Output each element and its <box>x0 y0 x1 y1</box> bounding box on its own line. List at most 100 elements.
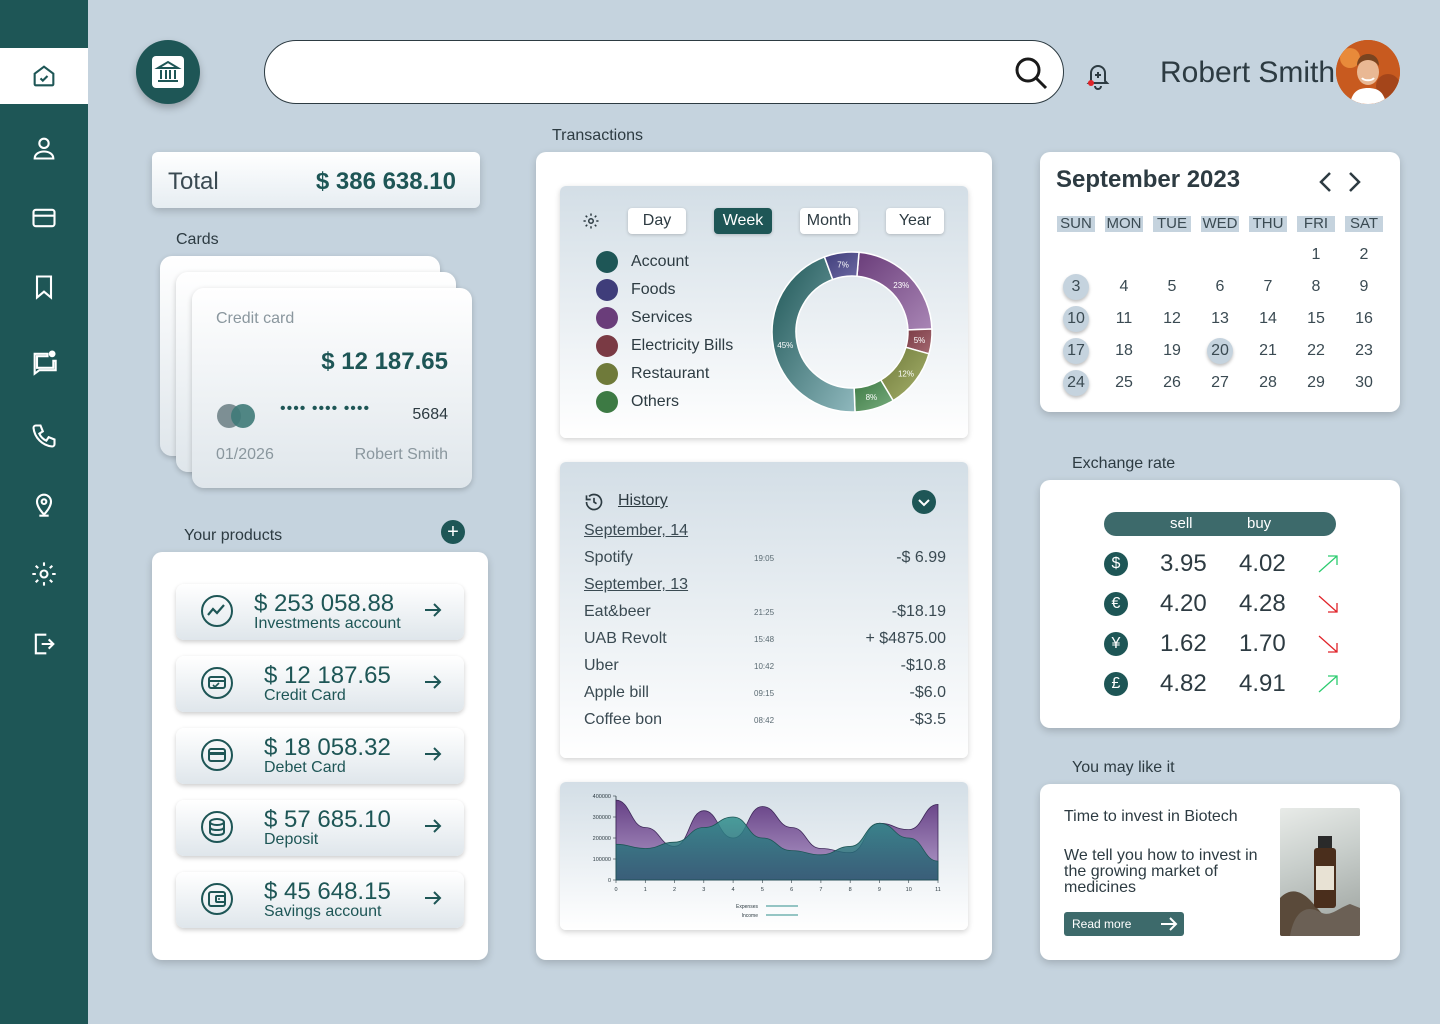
weekday-sun: SUN <box>1057 216 1095 232</box>
exchange-row: $3.95 4.02 <box>1040 548 1400 580</box>
product-item[interactable]: $ 57 685.10 Deposit <box>176 800 464 856</box>
calendar-day[interactable]: 23 <box>1355 342 1373 359</box>
card-expiry: 01/2026 <box>216 446 274 463</box>
calendar-day[interactable]: 1 <box>1311 246 1321 263</box>
calendar-day[interactable]: 20 <box>1207 338 1233 364</box>
calendar-day[interactable]: 16 <box>1355 310 1373 327</box>
card-holder: Robert Smith <box>354 446 448 463</box>
product-item[interactable]: $ 12 187.65 Credit Card <box>176 656 464 712</box>
sidebar-item-settings[interactable] <box>0 546 88 602</box>
y-tick-label: 100000 <box>593 857 611 863</box>
transaction-amount: + $4875.00 <box>865 630 946 647</box>
calendar-day[interactable]: 15 <box>1307 310 1325 327</box>
search-bar[interactable] <box>264 40 1064 104</box>
settings-icon[interactable] <box>582 212 600 230</box>
calendar-day[interactable]: 26 <box>1163 374 1181 391</box>
sidebar-item-phone[interactable] <box>0 408 88 464</box>
calendar-day[interactable]: 7 <box>1263 278 1273 295</box>
sidebar-item-cards[interactable] <box>0 190 88 246</box>
calendar-day[interactable]: 12 <box>1163 310 1181 327</box>
notification-bell-icon[interactable] <box>1084 60 1112 90</box>
search-icon[interactable] <box>1013 55 1049 91</box>
calendar-day[interactable]: 22 <box>1307 342 1325 359</box>
arrow-right-icon[interactable] <box>424 745 442 763</box>
donut-label: 8% <box>866 393 878 402</box>
calendar-day[interactable]: 30 <box>1355 374 1373 391</box>
read-more-label: Read more <box>1072 917 1132 931</box>
transaction-name[interactable]: Coffee bon <box>584 711 662 728</box>
product-name: Investments account <box>254 615 401 632</box>
transaction-name[interactable]: Spotify <box>584 549 633 566</box>
arrow-right-icon[interactable] <box>424 673 442 691</box>
tab-year[interactable]: Year <box>886 208 944 234</box>
weekday-tue: TUE <box>1153 216 1191 232</box>
sidebar-item-location[interactable] <box>0 476 88 532</box>
donut-slice <box>771 255 856 413</box>
user-icon <box>33 137 55 160</box>
transaction-time: 08:42 <box>754 716 775 725</box>
product-item[interactable]: $ 18 058.32 Debet Card <box>176 728 464 784</box>
read-more-button[interactable]: Read more <box>1064 912 1184 936</box>
chevron-right-icon[interactable] <box>1344 170 1364 194</box>
total-value: $ 386 638.10 <box>315 168 456 195</box>
avatar[interactable] <box>1336 40 1400 104</box>
calendar-day[interactable]: 29 <box>1307 374 1325 391</box>
transaction-name[interactable]: Uber <box>584 657 619 674</box>
transaction-name[interactable]: Eat&beer <box>584 603 651 620</box>
message-icon <box>33 350 57 376</box>
sidebar-item-home[interactable] <box>0 48 88 104</box>
calendar-day[interactable]: 14 <box>1259 310 1277 327</box>
credit-card[interactable]: Credit card $ 12 187.65 •••• •••• •••• 5… <box>192 288 472 488</box>
calendar-day[interactable]: 25 <box>1115 374 1133 391</box>
buy-rate: 1.70 <box>1239 630 1286 657</box>
calendar-day[interactable]: 21 <box>1259 342 1277 359</box>
calendar-day[interactable]: 28 <box>1259 374 1277 391</box>
legend-swatch <box>596 391 618 413</box>
calendar-day[interactable]: 9 <box>1359 278 1369 295</box>
sidebar-item-messages[interactable] <box>0 334 88 390</box>
arrow-right-icon[interactable] <box>424 601 442 619</box>
calendar-day[interactable]: 13 <box>1211 310 1229 327</box>
calendar-day[interactable]: 11 <box>1115 310 1133 327</box>
calendar-day[interactable]: 5 <box>1167 278 1177 295</box>
promo-text: We tell you how to invest in the growing… <box>1064 847 1258 896</box>
bank-logo-button[interactable] <box>136 40 200 104</box>
legend-item: Services <box>596 306 692 330</box>
calendar-day[interactable]: 24 <box>1063 370 1089 396</box>
tab-month[interactable]: Month <box>800 208 858 234</box>
product-amount: $ 57 685.10 <box>264 806 391 833</box>
calendar-day[interactable]: 4 <box>1119 278 1129 295</box>
sidebar-item-profile[interactable] <box>0 120 88 176</box>
chevron-left-icon[interactable] <box>1316 170 1336 194</box>
search-input[interactable] <box>289 53 1009 93</box>
calendar-day[interactable]: 18 <box>1115 342 1133 359</box>
transaction-name[interactable]: Apple bill <box>584 684 649 701</box>
sidebar-item-bookmarks[interactable] <box>0 259 88 315</box>
add-product-button[interactable]: + <box>441 520 465 544</box>
history-title[interactable]: History <box>618 492 668 509</box>
calendar-day[interactable]: 17 <box>1063 338 1089 364</box>
transaction-amount: -$18.19 <box>891 603 946 620</box>
product-item[interactable]: $ 45 648.15 Savings account <box>176 872 464 928</box>
sidebar-item-logout[interactable] <box>0 616 88 672</box>
tab-day[interactable]: Day <box>628 208 686 234</box>
calendar-day[interactable]: 3 <box>1063 274 1089 300</box>
calendar-day[interactable]: 2 <box>1359 246 1369 263</box>
arrow-right-icon[interactable] <box>424 817 442 835</box>
calendar-day[interactable]: 8 <box>1311 278 1321 295</box>
x-tick-label: 10 <box>906 887 912 893</box>
calendar-day[interactable]: 27 <box>1211 374 1229 391</box>
donut-label: 7% <box>837 261 849 270</box>
product-item[interactable]: $ 253 058.88 Investments account <box>176 584 464 640</box>
calendar-day[interactable]: 19 <box>1163 342 1181 359</box>
calendar-day[interactable]: 10 <box>1063 306 1089 332</box>
x-tick-label: 9 <box>878 887 881 893</box>
x-tick-label: 7 <box>819 887 822 893</box>
buy-label: buy <box>1247 515 1272 532</box>
transaction-name[interactable]: UAB Revolt <box>584 630 667 647</box>
products-panel: $ 253 058.88 Investments account $ 12 187.… <box>152 552 488 960</box>
calendar-day[interactable]: 6 <box>1215 278 1225 295</box>
arrow-right-icon[interactable] <box>424 889 442 907</box>
chevron-down-icon[interactable] <box>912 490 936 514</box>
tab-week[interactable]: Week <box>714 208 772 234</box>
